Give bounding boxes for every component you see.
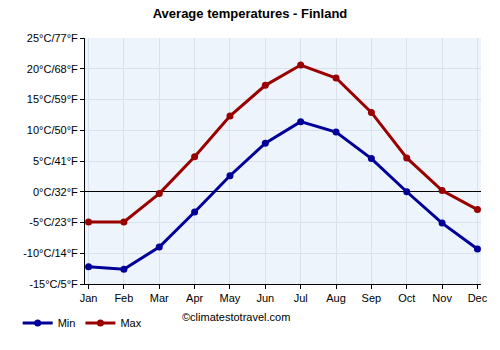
svg-text:©climatestotravel.com: ©climatestotravel.com bbox=[182, 311, 290, 323]
svg-text:Jul: Jul bbox=[294, 292, 308, 304]
svg-text:25°C/77°F: 25°C/77°F bbox=[27, 32, 78, 44]
svg-text:Min: Min bbox=[58, 317, 76, 329]
svg-text:Aug: Aug bbox=[326, 292, 346, 304]
svg-text:May: May bbox=[220, 292, 241, 304]
svg-text:10°C/50°F: 10°C/50°F bbox=[27, 124, 78, 136]
svg-text:15°C/59°F: 15°C/59°F bbox=[27, 93, 78, 105]
svg-text:Average temperatures - Finland: Average temperatures - Finland bbox=[153, 6, 348, 21]
svg-text:-10°C/14°F: -10°C/14°F bbox=[23, 247, 78, 259]
svg-text:Mar: Mar bbox=[150, 292, 169, 304]
svg-text:20°C/68°F: 20°C/68°F bbox=[27, 63, 78, 75]
svg-text:Apr: Apr bbox=[186, 292, 203, 304]
svg-text:-5°C/23°F: -5°C/23°F bbox=[29, 216, 78, 228]
svg-text:0°C/32°F: 0°C/32°F bbox=[33, 186, 78, 198]
svg-text:Nov: Nov bbox=[432, 292, 452, 304]
svg-text:Feb: Feb bbox=[114, 292, 133, 304]
svg-text:-15°C/5°F: -15°C/5°F bbox=[29, 278, 78, 290]
svg-text:Jun: Jun bbox=[256, 292, 274, 304]
svg-text:Sep: Sep bbox=[362, 292, 382, 304]
svg-text:5°C/41°F: 5°C/41°F bbox=[33, 155, 78, 167]
svg-text:Max: Max bbox=[120, 317, 141, 329]
svg-text:Jan: Jan bbox=[80, 292, 98, 304]
svg-text:Oct: Oct bbox=[398, 292, 415, 304]
svg-text:Dec: Dec bbox=[468, 292, 488, 304]
